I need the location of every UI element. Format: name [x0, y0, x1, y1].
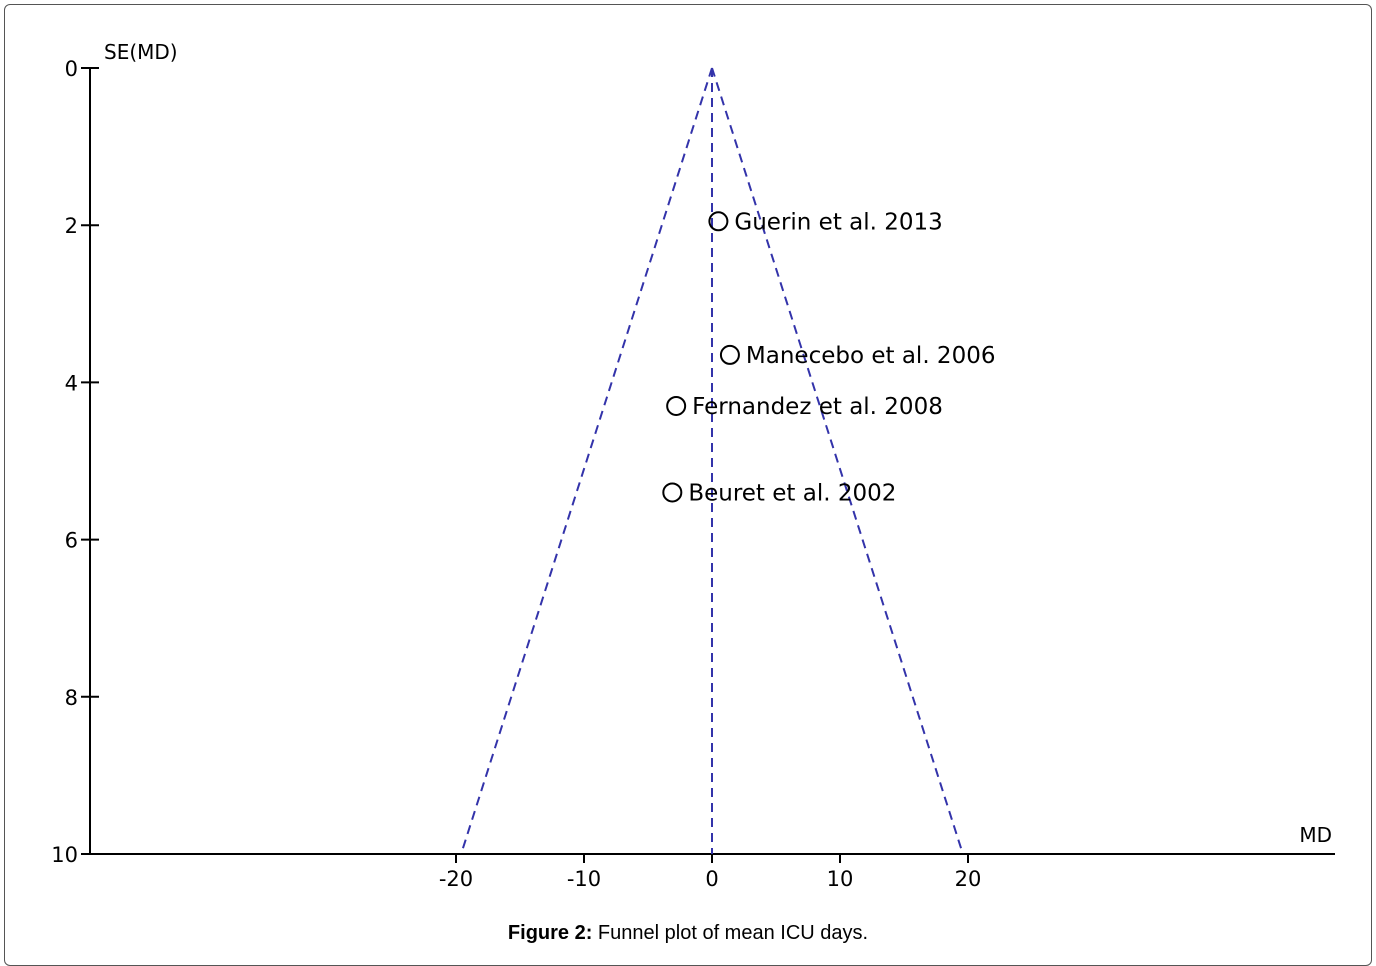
- funnel-plot: 0 2 4 6 8 10 -20 -10 0 10 20 SE(MD) MD Guerin et al.…: [51, 40, 1335, 891]
- study-label: Manecebo et al. 2006: [746, 343, 996, 369]
- study-points: Guerin et al. 2013 Manecebo et al. 2006 Fe…: [662, 209, 996, 506]
- funnel-lines: [460, 67, 964, 855]
- caption-text: Funnel plot of mean ICU days.: [592, 922, 869, 944]
- study-label: Guerin et al. 2013: [734, 209, 942, 235]
- caption-label: Figure 2:: [507, 922, 593, 944]
- y-tick-label: 6: [65, 529, 78, 553]
- y-tick-label: 10: [51, 843, 78, 867]
- y-axis-title: SE(MD): [104, 40, 178, 64]
- funnel-right-line: [711, 67, 964, 855]
- y-tick-label: 0: [65, 57, 78, 81]
- x-tick-label: -10: [567, 867, 601, 891]
- study-label: Beuret et al. 2002: [688, 480, 896, 506]
- study-point: [662, 482, 683, 503]
- y-tick-label: 8: [65, 686, 78, 710]
- x-tick-label: 20: [955, 867, 982, 891]
- x-tick-label: 0: [705, 867, 718, 891]
- x-axis-title: MD: [1299, 823, 1332, 847]
- figure-caption: Figure 2: Funnel plot of mean ICU days.: [0, 922, 1376, 945]
- axes: 0 2 4 6 8 10 -20 -10 0 10 20 SE(MD) MD: [51, 40, 1335, 891]
- y-tick-label: 2: [65, 214, 78, 238]
- x-tick-label: 10: [827, 867, 854, 891]
- x-tick-label: -20: [439, 867, 473, 891]
- study-label: Fernandez et al. 2008: [692, 394, 943, 420]
- study-point: [708, 211, 729, 232]
- study-point: [719, 344, 740, 365]
- funnel-left-line: [460, 67, 713, 855]
- y-tick-label: 4: [65, 371, 78, 395]
- figure-frame: [4, 4, 1372, 966]
- study-point: [666, 395, 687, 416]
